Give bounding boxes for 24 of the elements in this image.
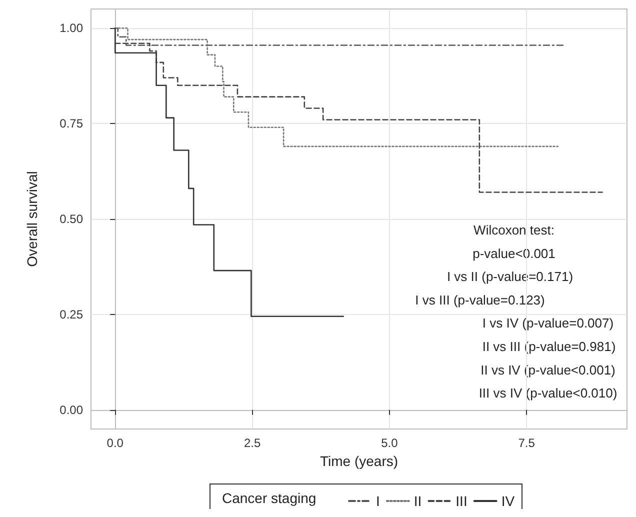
- annotation: III vs IV (p-value<0.010): [478, 386, 618, 401]
- x-tick-label: 2.5: [244, 436, 261, 450]
- annotation: Wilcoxon test:: [474, 222, 554, 238]
- x-axis-title: Time (years): [320, 452, 398, 469]
- y-tick-label: 1.00: [60, 21, 84, 36]
- y-axis-title: Overall survival: [24, 171, 40, 267]
- x-tick-label: 7.5: [518, 436, 536, 450]
- annotation: p-value<0.001: [472, 246, 556, 261]
- legend-label: IV: [501, 493, 516, 509]
- legend-label: II: [414, 493, 422, 509]
- annotation: I vs II (p-value=0.171): [446, 269, 574, 284]
- annotation: II vs III (p-value=0.981): [482, 339, 616, 354]
- y-tick-label: 0.75: [60, 116, 84, 131]
- legend-label: I: [376, 493, 380, 509]
- legend-title: Cancer staging: [222, 490, 316, 506]
- y-tick-label: 0.00: [60, 402, 84, 417]
- x-tick-label: 0.0: [106, 436, 124, 450]
- y-tick-label: 0.50: [60, 212, 84, 226]
- x-tick-label: 5.0: [381, 436, 398, 450]
- annotation: I vs III (p-value=0.123): [415, 292, 545, 308]
- y-tick-label: 0.25: [60, 307, 84, 322]
- annotation: II vs IV (p-value<0.001): [480, 362, 616, 378]
- annotation: I vs IV (p-value=0.007): [482, 316, 614, 331]
- legend-label: III: [456, 493, 468, 509]
